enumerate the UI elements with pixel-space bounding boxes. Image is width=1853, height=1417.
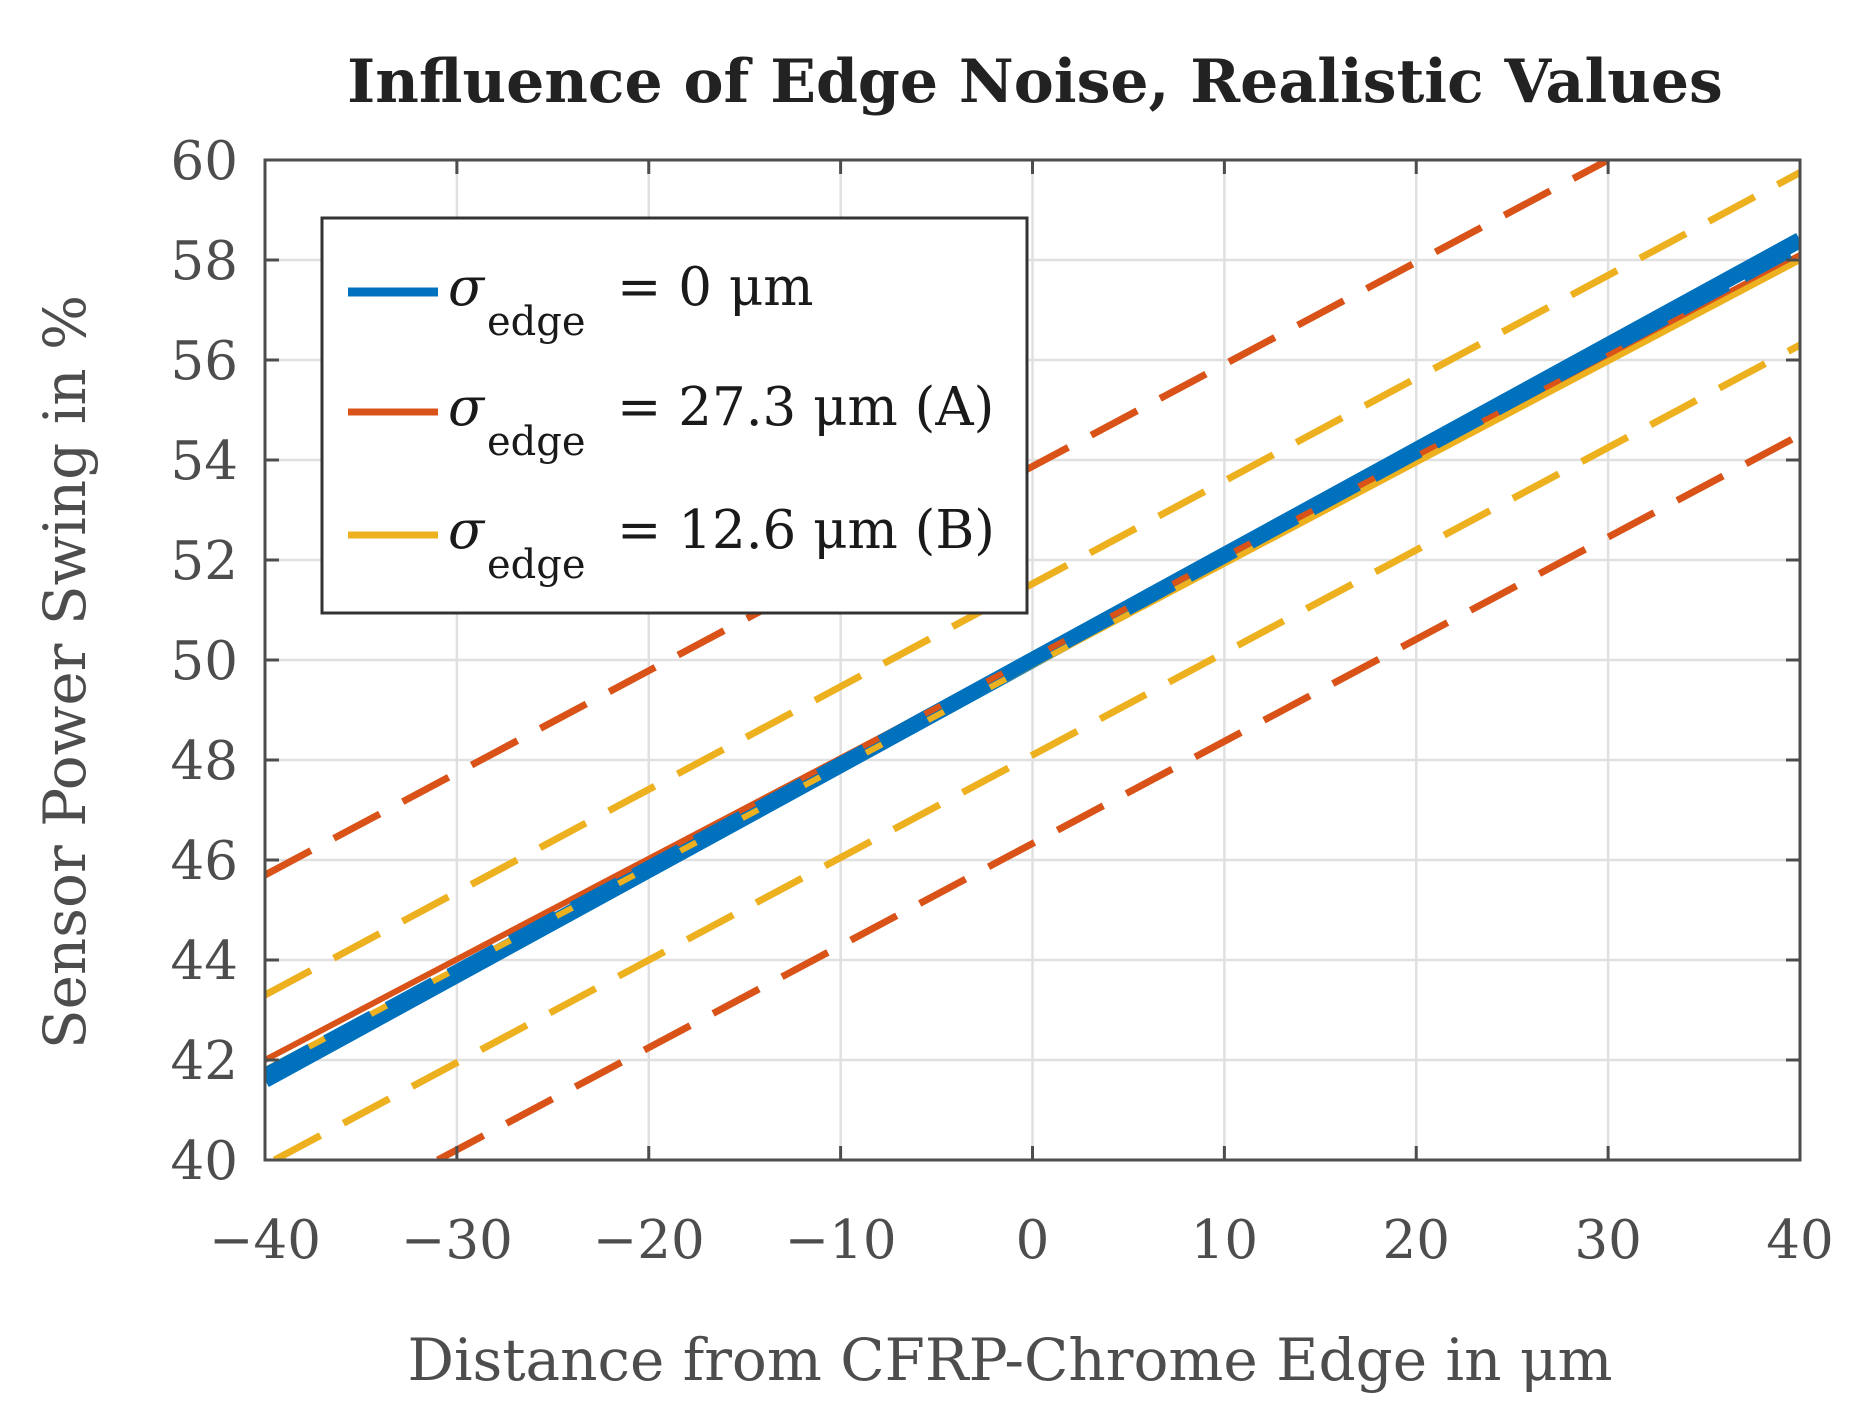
y-tick-label: 58	[171, 231, 238, 292]
x-tick-label: −30	[401, 1210, 513, 1271]
legend-label: = 0 μm	[617, 257, 814, 318]
legend-symbol: σ	[448, 377, 486, 438]
legend-box	[320, 216, 1029, 615]
y-tick-label: 60	[171, 131, 238, 192]
legend-subscript: edge	[487, 419, 586, 465]
y-tick-label: 52	[171, 531, 238, 592]
legend-symbol: σ	[448, 257, 486, 318]
legend-subscript: edge	[487, 542, 586, 588]
x-tick-label: 10	[1191, 1210, 1258, 1271]
series-line-dashed	[272, 341, 1800, 1160]
x-tick-label: −10	[785, 1210, 897, 1271]
chart-title: Influence of Edge Noise, Realistic Value…	[347, 47, 1723, 117]
x-axis-label: Distance from CFRP-Chrome Edge in μm	[407, 1326, 1612, 1394]
y-tick-label: 48	[171, 731, 238, 792]
y-tick-label: 42	[171, 1031, 238, 1092]
y-tick-label: 56	[171, 331, 238, 392]
y-tick-label: 44	[171, 931, 238, 992]
series-line-dashed	[265, 238, 1800, 1082]
legend-label: = 12.6 μm (B)	[617, 500, 995, 561]
x-tick-label: −40	[209, 1210, 321, 1271]
series-line-dashed	[265, 160, 1610, 879]
x-tick-label: 0	[1016, 1210, 1050, 1271]
grid	[263, 158, 1802, 1162]
axes: −40 −30 −20 −10 0 10 20 30 40 40 42 44 46 48 50 52 54 56 5…	[171, 131, 1834, 1271]
y-tick-label: 50	[171, 631, 238, 692]
x-tick-label: 40	[1766, 1210, 1833, 1271]
plot-series	[265, 160, 1800, 1160]
y-tick-label: 46	[171, 831, 238, 892]
y-tick-label: 54	[171, 431, 238, 492]
legend-label: = 27.3 μm (A)	[617, 377, 994, 438]
series-line-dashed	[265, 169, 1800, 999]
series-line-dashed	[436, 431, 1800, 1160]
x-tick-label: 30	[1574, 1210, 1641, 1271]
legend-subscript: edge	[487, 299, 586, 345]
x-tick-label: −20	[593, 1210, 705, 1271]
x-tick-label: 20	[1383, 1210, 1450, 1271]
legend-symbol: σ	[448, 500, 486, 561]
y-axis-label: Sensor Power Swing in %	[31, 295, 99, 1049]
y-tick-label: 40	[171, 1131, 238, 1192]
